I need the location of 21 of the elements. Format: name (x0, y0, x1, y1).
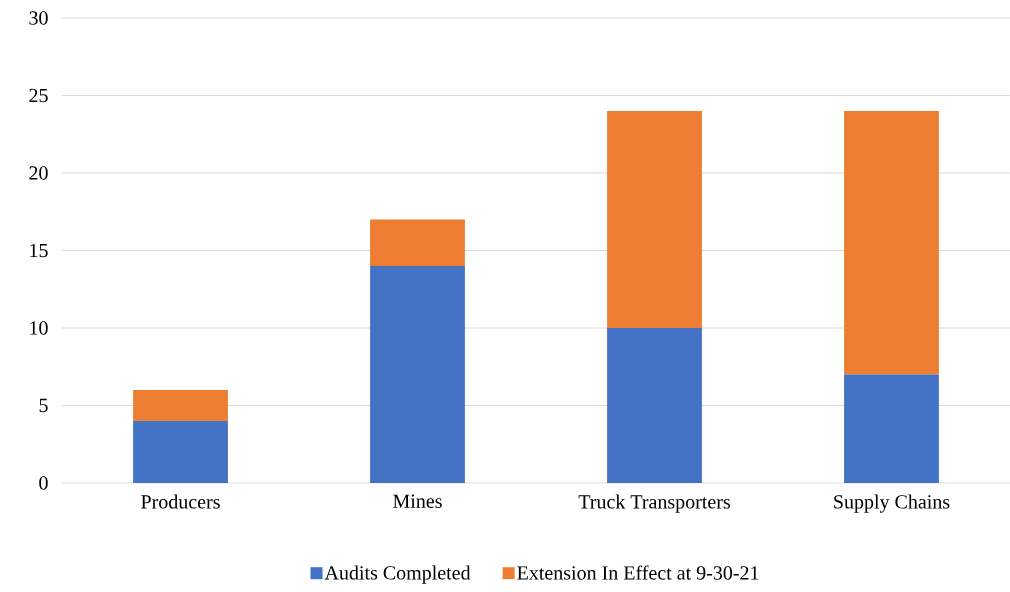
y-tick-label: 20 (29, 166, 48, 180)
legend-label: Audits Completed (324, 565, 471, 584)
y-tick-label: 15 (30, 243, 48, 258)
x-tick-label: Producers (141, 494, 220, 509)
bar (133, 389, 228, 421)
bar (370, 219, 465, 266)
y-tick-label: 0 (39, 476, 48, 490)
legend-label: Extension In Effect at 9-30-21 (517, 565, 759, 580)
x-tick-label: Supply Chains (834, 494, 950, 513)
bar (844, 374, 939, 483)
bar (370, 265, 465, 483)
y-tick-label: 30 (29, 11, 48, 25)
x-tick-label: Mines (393, 494, 442, 508)
bar (844, 111, 939, 375)
bar (133, 420, 228, 483)
bar (607, 111, 702, 328)
x-tick-label: Truck Transporters (578, 494, 730, 513)
bar (607, 327, 702, 483)
y-tick-label: 5 (39, 398, 48, 413)
y-tick-label: 25 (29, 88, 48, 103)
y-tick-label: 10 (30, 321, 48, 335)
